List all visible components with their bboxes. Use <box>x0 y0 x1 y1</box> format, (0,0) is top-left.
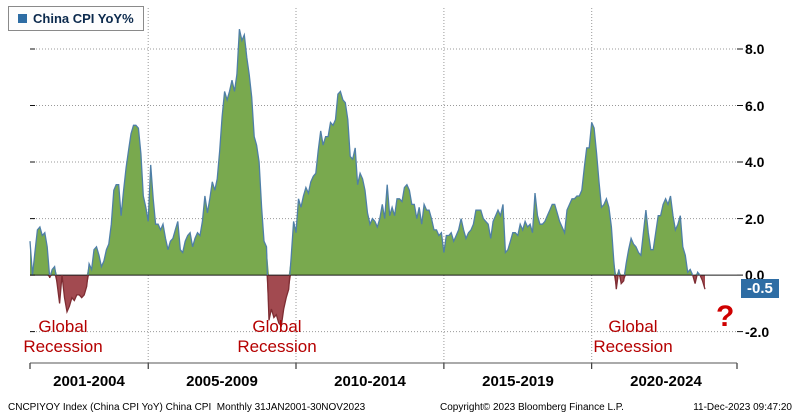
footer-timestamp: 11-Dec-2023 09:47:20 <box>693 402 792 413</box>
annotation-line: Global <box>38 317 88 336</box>
annotation-line: Recession <box>237 337 317 356</box>
y-axis-label: 4.0 <box>745 154 765 170</box>
y-axis-label: 8.0 <box>745 41 765 57</box>
x-axis-label: 2010-2014 <box>334 373 406 390</box>
question-mark-annotation: ? <box>716 300 735 333</box>
annotation-line: Global <box>608 317 658 336</box>
annotation-line: Recession <box>593 337 673 356</box>
line-positive <box>29 29 701 276</box>
x-axis-label: 2020-2024 <box>630 373 702 390</box>
annotation-line: Recession <box>23 337 103 356</box>
recession-annotation: Global Recession <box>222 317 332 357</box>
area-positive <box>30 29 705 276</box>
footer-ticker-info: CNCPIYOY Index (China CPI YoY) China CPI… <box>8 402 366 413</box>
y-axis-label: -2.0 <box>745 324 770 340</box>
x-axis-label: 2015-2019 <box>482 373 554 390</box>
x-axis-label: 2005-2009 <box>186 373 258 390</box>
line-negative <box>48 274 706 328</box>
last-value-badge: -0.5 <box>741 279 779 298</box>
y-axis-label: 2.0 <box>745 211 765 227</box>
annotation-line: Global <box>252 317 302 336</box>
x-axis-label: 2001-2004 <box>53 373 125 390</box>
footer-copyright: Copyright© 2023 Bloomberg Finance L.P. <box>440 402 624 413</box>
recession-annotation: Global Recession <box>578 317 688 357</box>
series-marker-icon <box>18 14 27 23</box>
y-axis-label: 6.0 <box>745 98 765 114</box>
legend-box[interactable]: China CPI YoY% <box>8 6 144 31</box>
recession-annotation: Global Recession <box>8 317 118 357</box>
legend-label: China CPI YoY% <box>33 11 134 26</box>
